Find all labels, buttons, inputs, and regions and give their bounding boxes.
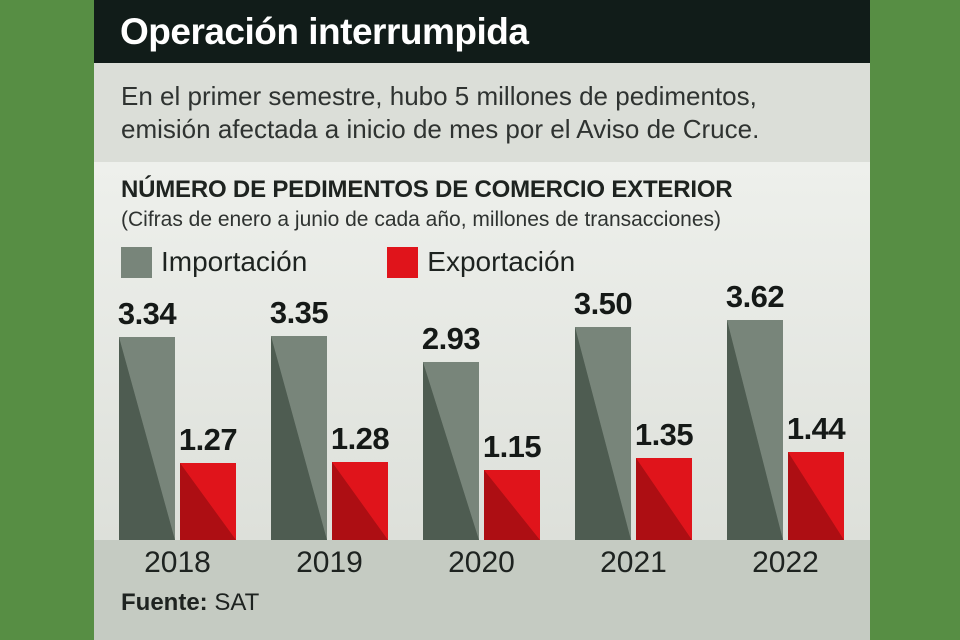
bar-value-label: 1.44 — [786, 411, 846, 446]
legend-label-importacion: Importación — [161, 246, 308, 277]
export-bar-2022 — [788, 452, 844, 540]
export-bar-2018 — [180, 463, 236, 540]
import-bar-2022 — [727, 320, 783, 540]
source-line: Fuente: SAT — [121, 589, 870, 617]
bar-group-2018: 3.34 1.27 — [117, 296, 238, 540]
export-bar-2019 — [332, 462, 388, 540]
chart-area: NÚMERO DE PEDIMENTOS DE COMERCIO EXTERIO… — [94, 162, 870, 540]
source-value: SAT — [214, 589, 260, 616]
legend-label-exportacion: Exportación — [427, 246, 576, 277]
exportacion-swatch-icon — [387, 246, 419, 278]
headline-bar: Operación interrumpida — [94, 0, 870, 63]
year-label-2020: 2020 — [448, 546, 515, 579]
export-bar-2021 — [636, 458, 692, 540]
headline: Operación interrumpida — [120, 10, 529, 52]
year-label-2022: 2022 — [752, 546, 819, 579]
year-labels: 2018 2019 2020 2021 2022 — [94, 540, 870, 580]
bar-wrap: 1.27 — [178, 422, 238, 540]
legend: Importación Exportación — [121, 246, 870, 278]
importacion-swatch-icon — [121, 246, 152, 278]
year-label-2018: 2018 — [144, 546, 211, 579]
year-label-2021: 2021 — [600, 546, 667, 579]
bar-wrap: 3.50 — [573, 286, 633, 540]
bar-value-label: 1.15 — [482, 429, 542, 464]
legend-item-importacion: Importación — [121, 246, 307, 278]
legend-item-exportacion: Exportación — [387, 246, 575, 278]
bar-value-label: 3.50 — [573, 286, 633, 321]
import-bar-2019 — [271, 336, 327, 540]
import-bar-2020 — [423, 362, 479, 540]
bar-wrap: 2.93 — [421, 321, 481, 540]
chart-subtitle: (Cifras de enero a junio de cada año, mi… — [121, 208, 722, 231]
bar-value-label: 3.34 — [117, 296, 177, 331]
export-bar-2020 — [484, 470, 540, 540]
lede-line-1: En el primer semestre, hubo 5 millones d… — [121, 81, 757, 111]
import-bar-2021 — [575, 327, 631, 540]
chart-heading: NÚMERO DE PEDIMENTOS DE COMERCIO EXTERIO… — [94, 162, 870, 232]
bar-group-2020: 2.93 1.15 — [421, 321, 542, 540]
bar-wrap: 1.28 — [330, 421, 390, 540]
lede-line-2: emisión afectada a inicio de mes por el … — [121, 114, 760, 144]
bar-wrap: 3.35 — [269, 295, 329, 540]
bar-value-label: 3.62 — [725, 279, 785, 314]
bar-value-label: 3.35 — [269, 295, 329, 330]
bar-group-2021: 3.50 1.35 — [573, 286, 694, 540]
year-label-2019: 2019 — [296, 546, 363, 579]
import-bar-2018 — [119, 337, 175, 540]
bar-value-label: 1.28 — [330, 421, 390, 456]
lede-box: En el primer semestre, hubo 5 millones d… — [94, 63, 870, 162]
bar-wrap: 3.34 — [117, 296, 177, 540]
bar-wrap: 3.62 — [725, 279, 785, 540]
bar-wrap: 1.15 — [482, 429, 542, 540]
bar-groups: 3.34 1.27 3.35 1.28 2.93 1.15 3.50 1.35 3.62 1.44 — [94, 279, 870, 540]
bar-value-label: 2.93 — [421, 321, 481, 356]
source-label: Fuente: — [121, 589, 208, 616]
content-column: Operación interrumpida En el primer seme… — [94, 0, 870, 640]
bar-value-label: 1.35 — [634, 417, 694, 452]
bar-value-label: 1.27 — [178, 422, 238, 457]
chart-title: NÚMERO DE PEDIMENTOS DE COMERCIO EXTERIO… — [121, 176, 733, 203]
bar-group-2022: 3.62 1.44 — [725, 279, 846, 540]
bar-wrap: 1.35 — [634, 417, 694, 540]
bar-wrap: 1.44 — [786, 411, 846, 540]
bar-group-2019: 3.35 1.28 — [269, 295, 390, 540]
x-axis-strip: 2018 2019 2020 2021 2022 Fuente: SAT — [94, 540, 870, 640]
